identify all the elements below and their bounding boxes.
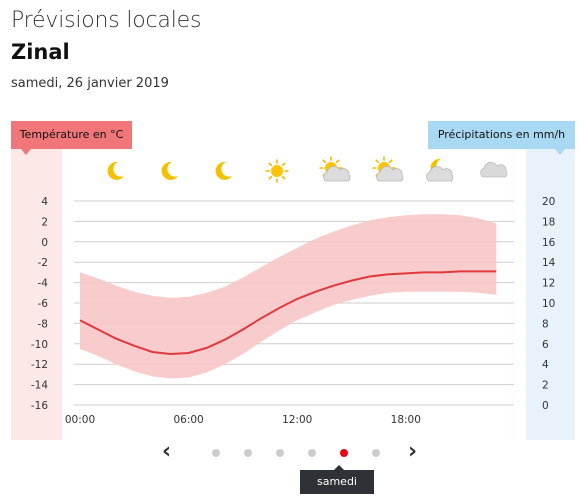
y-left-tick-label: -14 <box>31 380 48 392</box>
precipitation-axis-label: Précipitations en mm/h <box>428 121 575 155</box>
precipitation-axis-strip <box>526 148 575 440</box>
y-right-tick-label: 20 <box>542 196 555 208</box>
sun-icon <box>265 159 289 183</box>
y-right-tick-label: 18 <box>542 216 555 228</box>
chevron-right-icon[interactable]: › <box>408 439 418 464</box>
y-right-tick-label: 12 <box>542 278 555 290</box>
x-tick-label: 06:00 <box>173 414 203 426</box>
y-left-tick-label: -2 <box>38 257 48 269</box>
pager-dot[interactable] <box>244 449 252 457</box>
pager-dot-active[interactable] <box>340 449 348 457</box>
day-pager: ‹ › <box>0 440 585 470</box>
y-right-tick-label: 10 <box>542 298 555 310</box>
x-tick-label: 00:00 <box>65 414 95 426</box>
day-tooltip: samedi <box>300 465 374 494</box>
y-left-tick-label: -16 <box>31 400 48 412</box>
cloud-icon <box>480 162 508 178</box>
sun-cloud-icon <box>372 156 404 182</box>
y-left-tick-label: -4 <box>38 278 49 290</box>
y-left-tick-label: 2 <box>41 216 48 228</box>
y-left-tick-label: -10 <box>31 339 48 351</box>
y-right-tick-label: 14 <box>542 257 556 269</box>
y-right-tick-label: 6 <box>542 339 549 351</box>
moon-icon <box>215 161 232 180</box>
pager-dot[interactable] <box>212 449 220 457</box>
temperature-range-band <box>80 214 497 379</box>
y-right-tick-label: 16 <box>542 237 556 249</box>
sun-cloud-icon <box>319 156 351 182</box>
y-left-tick-label: -6 <box>38 298 49 310</box>
moon-icon <box>161 161 178 180</box>
y-left-tick-label: 0 <box>41 237 48 249</box>
page-title: Prévisions locales <box>11 8 202 33</box>
y-left-tick-label: -8 <box>38 318 48 330</box>
forecast-date: samedi, 26 janvier 2019 <box>11 76 169 91</box>
y-right-tick-label: 0 <box>542 400 549 412</box>
x-tick-label: 18:00 <box>391 414 421 426</box>
temperature-series-line <box>79 270 497 356</box>
pager-dot[interactable] <box>308 449 316 457</box>
chevron-left-icon[interactable]: ‹ <box>162 439 172 464</box>
temperature-axis-strip <box>11 148 62 440</box>
pager-dot[interactable] <box>372 449 380 457</box>
y-right-tick-label: 4 <box>542 359 549 371</box>
y-right-tick-label: 8 <box>542 318 549 330</box>
y-right-tick-label: 2 <box>542 380 549 392</box>
moon-cloud-icon <box>426 158 454 182</box>
location-name: Zinal <box>11 40 70 64</box>
x-tick-label: 12:00 <box>282 414 312 426</box>
moon-icon <box>107 161 124 180</box>
temperature-axis-label: Température en °C <box>11 121 132 155</box>
temperature-chart: 420-2-4-6-8-10-12-14-1620181614121086420… <box>31 156 556 426</box>
y-left-tick-label: 4 <box>41 196 48 208</box>
pager-dot[interactable] <box>276 449 284 457</box>
y-left-tick-label: -12 <box>31 359 48 371</box>
